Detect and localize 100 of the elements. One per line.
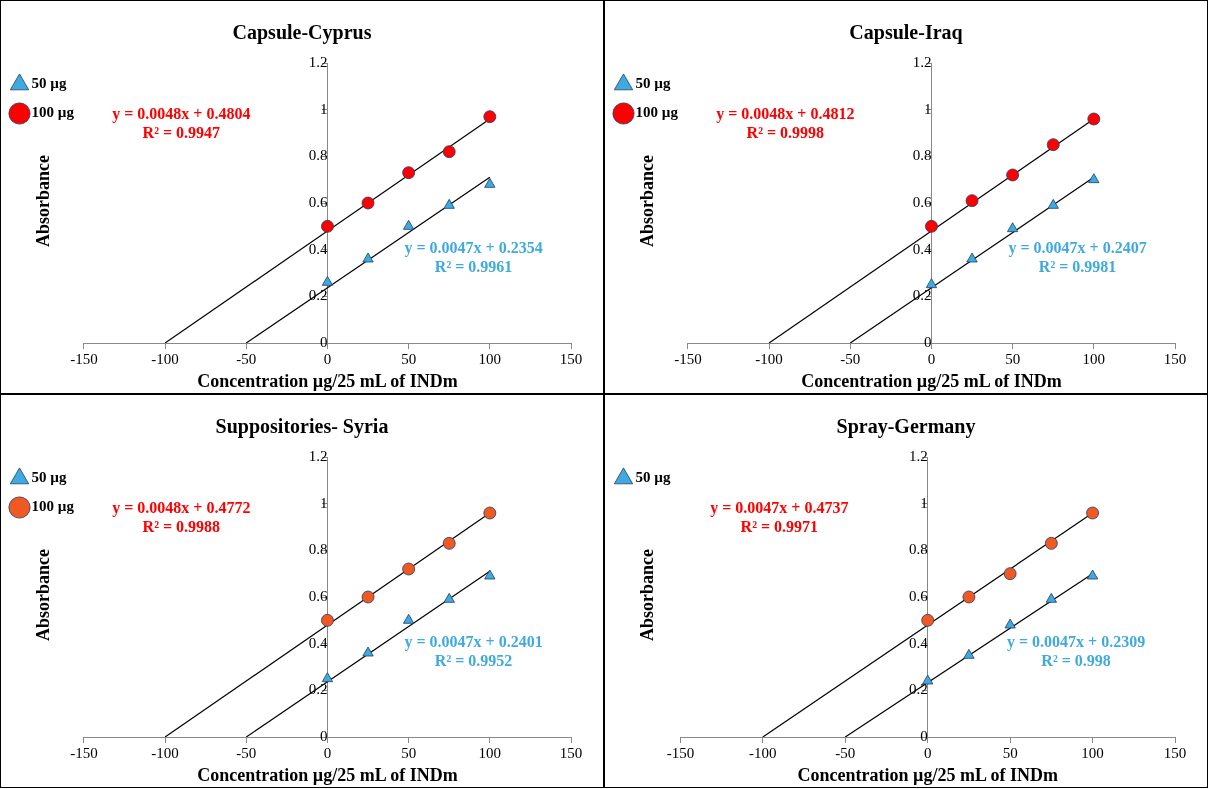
point [1045,592,1057,603]
x-tick-label: -50 [236,744,257,761]
x-tick-label: -150 [70,350,98,367]
y-axis-title: Absorbance [636,154,658,248]
point [1088,173,1100,184]
point [483,110,497,124]
x-tick-label: 50 [1005,350,1021,367]
point [922,674,934,685]
point [962,590,976,604]
point [321,219,334,233]
x-tick-label: 100 [478,350,502,367]
chart-title: Suppositories- Syria [214,415,390,438]
y-tick-label: 1.2 [308,53,328,70]
point [402,562,416,576]
y-tick-label: 0.8 [908,541,928,558]
x-axis-title: Concentration µg/25 mL of INDm [197,765,458,786]
x-tick-label: -150 [666,744,695,761]
y-tick-label: 0.6 [308,587,328,604]
x-tick-label: 50 [401,744,417,761]
point [362,646,374,657]
y-axis-title: Absorbance [636,548,658,642]
point [1087,112,1101,126]
point [1046,138,1060,152]
annotation: y = 0.0047x + 0.2354 R² = 0.9961 [404,239,543,276]
point [484,569,496,580]
y-tick-label: 1 [923,100,932,117]
y-axis-title: Absorbance [32,154,54,248]
point [1007,222,1019,233]
legend-label: 50 µg [31,75,67,92]
y-tick-label: 1.2 [308,447,328,464]
x-tick-label: -100 [749,744,777,761]
point [921,613,935,627]
point [1003,567,1017,581]
x-tick-label: -150 [674,350,702,367]
x-tick-label: -50 [236,350,257,367]
point [483,506,497,520]
y-tick-label: 0.8 [912,147,932,164]
point [403,613,415,624]
x-tick-label: 100 [1081,744,1104,761]
annotation: y = 0.0048x + 0.4772 R² = 0.9988 [112,499,251,535]
point [965,194,979,208]
point [402,166,416,180]
point [443,592,455,603]
legend-label: 100 µg [31,498,75,515]
annotation: y = 0.0048x + 0.4812 R² = 0.9998 [716,105,855,141]
x-tick-label: 150 [1163,744,1187,761]
point [966,252,978,263]
annotation: y = 0.0047x + 0.2309 R² = 0.998 [1006,633,1146,670]
x-tick-label: 50 [401,350,417,367]
point [361,590,375,604]
x-tick-label: -150 [70,744,98,761]
legend-label: 50 µg [635,75,671,92]
point [442,145,456,159]
x-tick-label: 150 [559,350,583,367]
x-tick-label: 100 [478,744,502,761]
y-tick-label: 0 [920,727,928,744]
point [925,278,938,289]
point [1006,168,1020,182]
y-tick-label: 1 [920,494,928,511]
point [963,648,975,659]
y-tick-label: 1 [319,494,328,511]
legend-label: 100 µg [635,104,679,121]
point [1086,506,1099,520]
point [362,252,374,263]
y-tick-label: 0.6 [308,193,328,210]
chart-title: Spray-Germany [835,415,977,438]
y-tick-label: 0.4 [908,634,929,651]
annotation: y = 0.0047x + 0.4737 R² = 0.9971 [710,499,849,535]
legend-label: 100 µg [31,104,75,121]
y-tick-label: 1.2 [908,447,928,464]
y-tick-label: 0.4 [308,634,328,651]
y-tick-label: 0.8 [308,147,328,164]
x-axis-title: Concentration µg/25 mL of INDm [197,371,458,392]
y-tick-label: 0.8 [308,541,328,558]
point [442,536,456,550]
x-tick-label: 150 [1163,350,1187,367]
annotation: y = 0.0048x + 0.4804 R² = 0.9947 [112,105,251,141]
x-axis-title: Concentration µg/25 mL of INDm [801,371,1062,392]
legend-label: 50 µg [31,469,67,486]
y-tick-label: 0.4 [308,240,328,257]
x-tick-label: -100 [755,350,783,367]
point [321,613,334,627]
legend-label: 50 µg [635,469,671,486]
x-axis-title: Concentration µg/25 mL of INDm [797,765,1058,786]
x-tick-label: -50 [840,350,861,367]
y-axis-title: Absorbance [32,548,54,642]
annotation: y = 0.0047x + 0.2401 R² = 0.9952 [404,633,543,670]
x-tick-label: 50 [1002,744,1018,761]
chart-title: Capsule-Cyprus [231,21,373,44]
point [321,275,334,286]
point [443,198,455,209]
point [1044,536,1058,550]
chart-title: Capsule-Iraq [848,21,964,44]
y-tick-label: 1 [319,100,328,117]
point [484,177,496,188]
y-tick-label: 0.4 [912,240,932,257]
x-tick-label: -50 [835,744,856,761]
point [321,672,334,683]
y-tick-label: 0 [319,727,328,744]
y-tick-label: 0 [319,333,328,350]
